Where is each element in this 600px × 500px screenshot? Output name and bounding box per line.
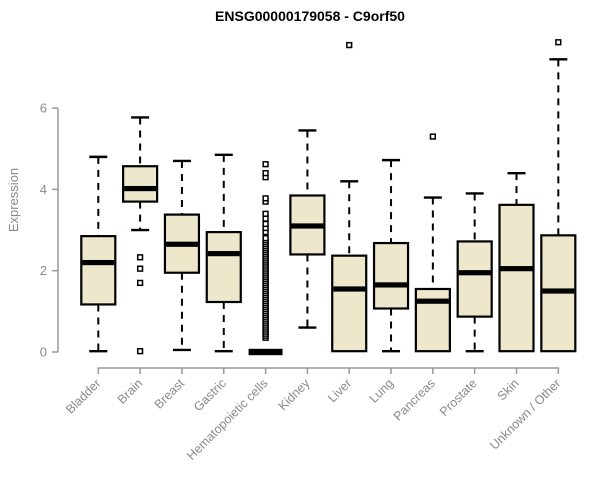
boxplot-group-breast [163,159,201,352]
boxplot-group-liver [331,41,368,353]
box-rect [456,240,493,318]
x-tick-label-liver: Liver [325,376,354,405]
outlier-point [346,41,353,49]
median-line [124,185,157,192]
y-tick-label: 0 [40,345,47,360]
chart-title: ENSG00000179058 - C9orf50 [215,8,405,24]
boxplot-group-prostate [456,192,493,353]
box-rect [331,254,368,353]
outlier-point [262,215,269,222]
boxplot-group-lung [372,158,410,353]
outlier-point [136,279,144,287]
outlier-point [262,235,269,242]
x-tick-label-brain: Brain [115,376,146,407]
x-tick-label-bladder: Bladder [63,376,103,416]
box-rect [205,230,242,304]
boxplot-group-hematopoietic-cells [248,161,283,356]
median-line [333,286,366,292]
x-tick-label-unknown-other: Unknown / Other [487,376,563,452]
x-tick-label-pancreas: Pancreas [391,376,438,423]
median-line [165,241,198,247]
boxplot-group-kidney [289,129,326,329]
outlier-point [262,169,269,177]
boxplot-group-gastric [205,153,242,353]
median-line [82,259,115,266]
median-line [542,288,575,294]
outlier-point [262,220,269,228]
x-tick-label-hematopoietic-cells: Hematopoietic cells [184,376,271,463]
median-line [458,270,491,276]
box-rect [498,203,535,353]
outlier-point [136,254,144,261]
outlier-point [136,265,144,272]
x-tick-label-gastric: Gastric [191,376,229,414]
box-rect [372,241,410,310]
box-rect [122,165,159,203]
boxplot-group-bladder [80,155,117,353]
y-tick-label: 6 [40,101,47,116]
y-tick-label: 4 [40,182,47,197]
box-rect [414,287,451,353]
y-tick-label: 2 [40,263,47,278]
x-tick-label-skin: Skin [495,376,522,403]
median-line [375,282,408,288]
boxplot-group-unknown-other [540,39,577,353]
x-tick-label-prostate: Prostate [437,376,480,419]
box-rect [80,235,117,306]
median-line [500,266,533,272]
x-tick-label-breast: Breast [152,376,188,412]
boxplot-group-pancreas [414,133,451,353]
median-line-collapsed [248,348,283,356]
boxplot-group-brain [122,116,159,355]
median-line [207,251,240,257]
x-tick-label-kidney: Kidney [276,376,313,413]
outlier-point [262,210,269,217]
outlier-point [262,161,269,168]
y-axis: 0 2 4 6 [40,101,59,360]
median-line [291,223,324,229]
boxplot-group-skin [498,171,535,353]
outlier-point [136,348,144,355]
outlier-point [555,39,562,46]
outlier-point [262,195,269,202]
outlier-point [429,133,437,140]
x-tick-label-lung: Lung [367,376,397,406]
median-line [416,298,449,304]
